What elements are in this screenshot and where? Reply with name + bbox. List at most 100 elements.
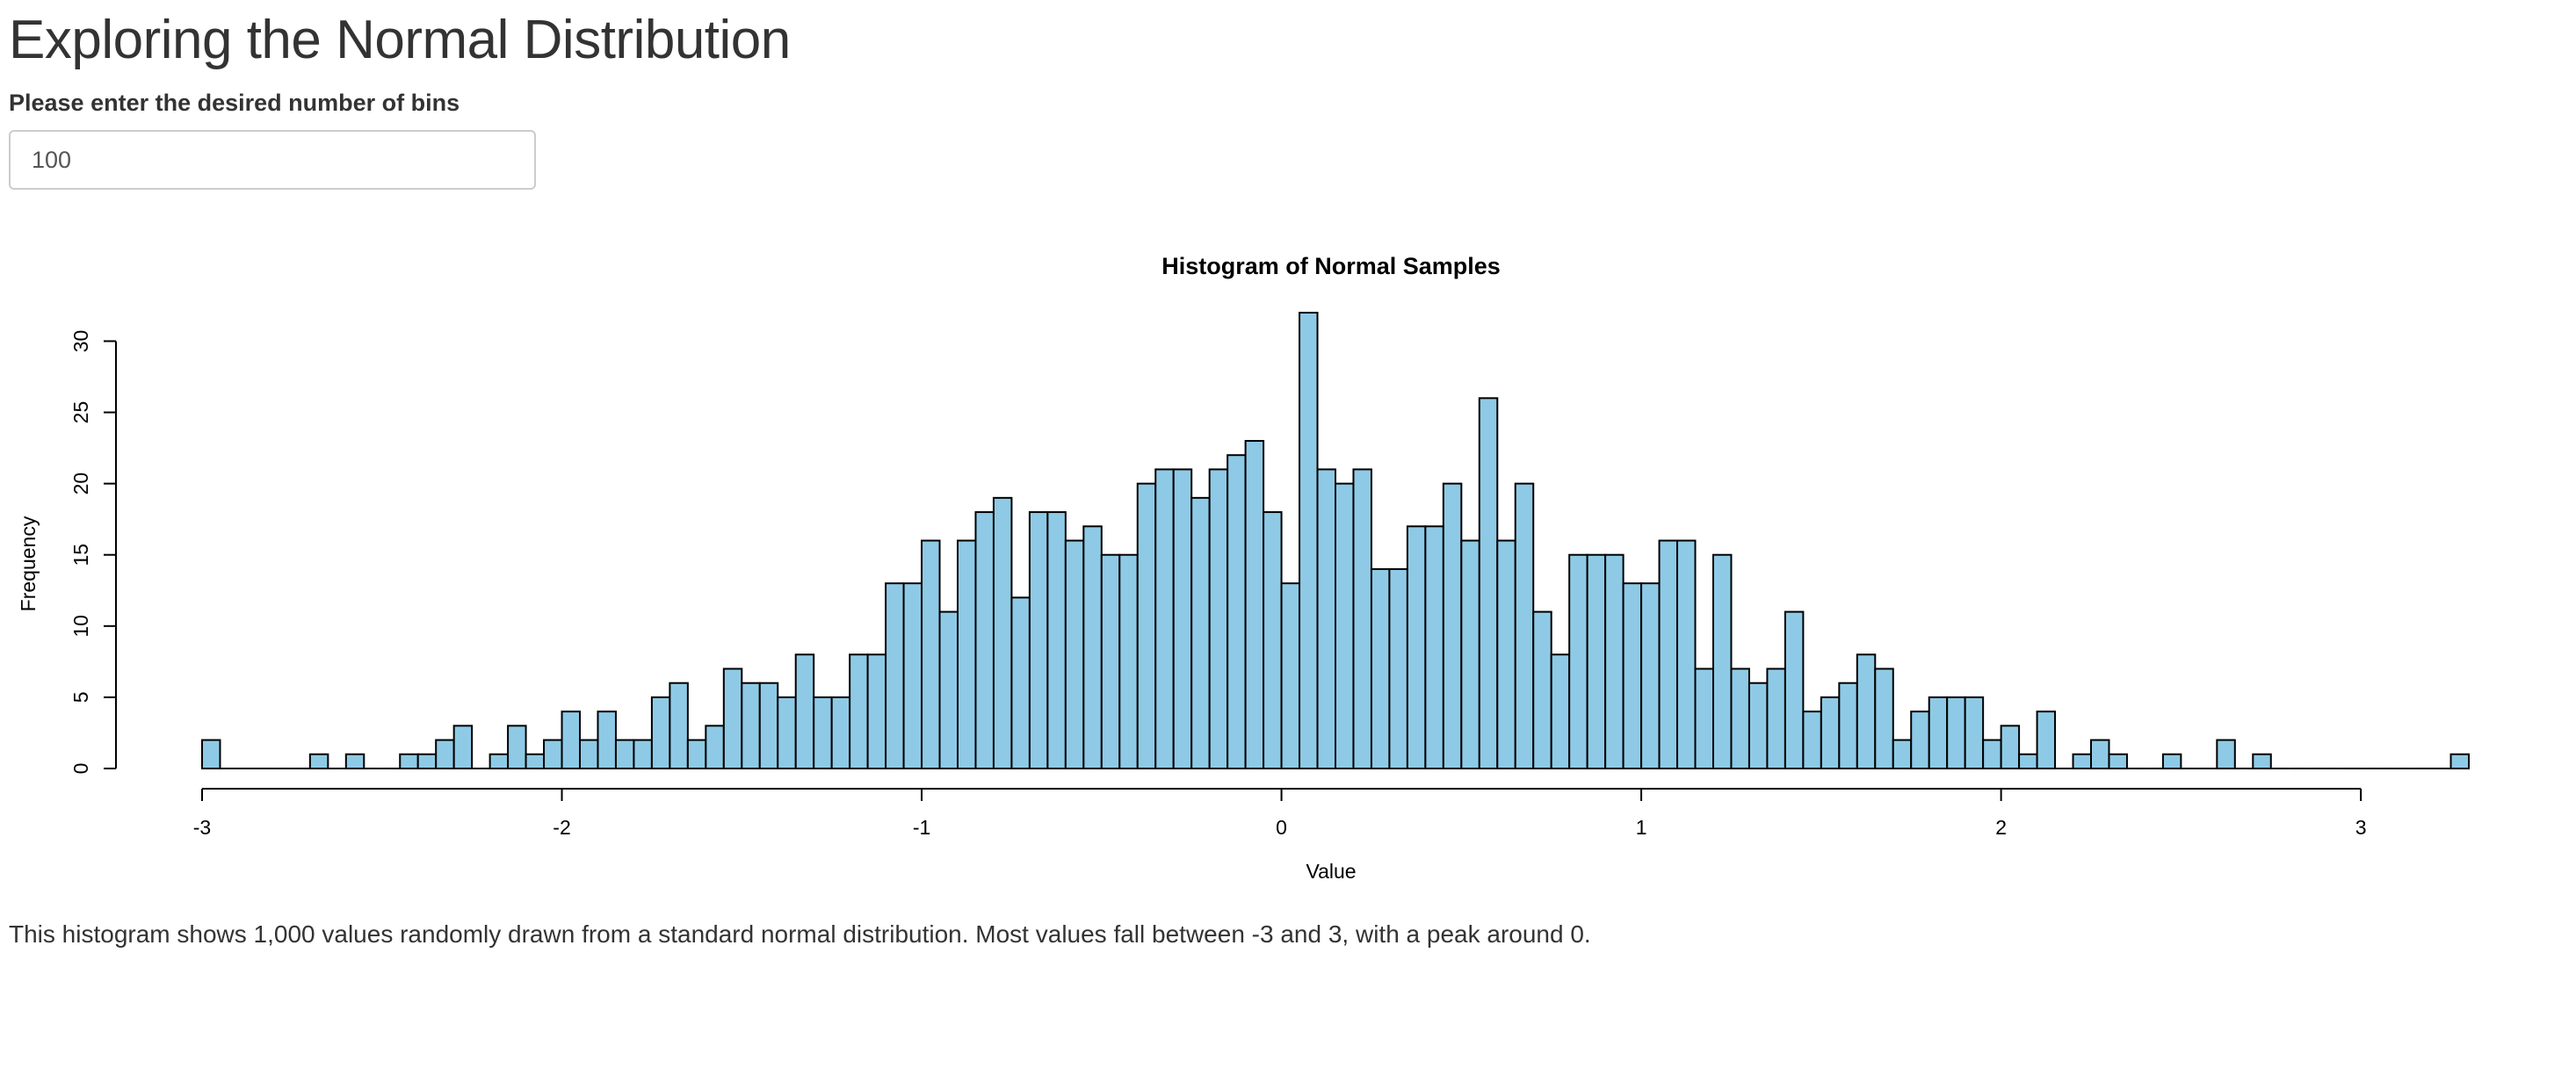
histogram-bar <box>1784 610 1805 769</box>
histogram-bars <box>201 312 2471 769</box>
histogram-bar <box>1370 567 1391 769</box>
histogram-bar <box>597 711 617 769</box>
y-axis-label: Frequency <box>17 516 40 611</box>
histogram-bar <box>452 725 474 769</box>
histogram-bar <box>1226 454 1247 769</box>
histogram-bar <box>1442 482 1463 769</box>
histogram-bar <box>938 610 959 769</box>
histogram-bar <box>525 753 546 769</box>
histogram-bar <box>1838 682 1858 769</box>
histogram-bar <box>1244 439 1265 769</box>
histogram-bar <box>1622 582 1643 769</box>
histogram-bar <box>2090 739 2110 769</box>
histogram-bar <box>1496 539 1516 769</box>
x-tick-label: 0 <box>1276 816 1287 839</box>
histogram-bar <box>1100 553 1121 769</box>
x-tick-label: -3 <box>193 816 211 839</box>
histogram-bar <box>1982 739 2002 769</box>
histogram-bar <box>435 739 455 769</box>
histogram-bar <box>1136 482 1157 769</box>
histogram-bar <box>543 739 563 769</box>
histogram-bar <box>974 511 995 769</box>
histogram-bar <box>1730 668 1750 769</box>
caption: This histogram shows 1,000 values random… <box>9 920 1591 948</box>
histogram-bar <box>866 653 887 769</box>
histogram-bar <box>1154 468 1175 769</box>
histogram-bar <box>830 696 851 769</box>
histogram-bar <box>2018 753 2038 769</box>
histogram-bar <box>2072 753 2093 769</box>
histogram-bar <box>1766 668 1786 769</box>
histogram-bar <box>957 539 977 769</box>
histogram-bar <box>1676 539 1697 769</box>
histogram-bar <box>1208 468 1229 769</box>
histogram-bar <box>885 582 905 769</box>
histogram-bar <box>741 682 761 769</box>
y-tick-label: 0 <box>69 763 92 775</box>
x-tick-label: 1 <box>1636 816 1647 839</box>
histogram-bar <box>1874 668 1894 769</box>
histogram-bar <box>722 668 743 769</box>
y-tick-label: 25 <box>69 401 92 424</box>
histogram-bar <box>399 753 419 769</box>
y-tick-label: 30 <box>69 330 92 353</box>
histogram-bar <box>1010 596 1031 769</box>
histogram-bar <box>1478 397 1499 769</box>
histogram-bar <box>1892 739 1913 769</box>
histogram-bar <box>1352 468 1372 769</box>
x-tick-label: -1 <box>913 816 930 839</box>
histogram-bar <box>902 582 923 769</box>
x-axis-label: Value <box>1306 860 1356 883</box>
histogram-bar <box>2449 753 2471 769</box>
histogram-bar <box>201 739 221 769</box>
chart-title: Histogram of Normal Samples <box>1161 253 1501 279</box>
histogram-bar <box>1335 482 1355 769</box>
histogram-bar <box>1964 696 1985 769</box>
histogram-bar <box>614 739 635 769</box>
histogram-bar <box>1082 525 1103 769</box>
histogram-bar <box>416 753 438 769</box>
histogram-bar <box>2252 753 2272 769</box>
histogram-bar <box>2000 725 2021 769</box>
histogram-bar <box>1586 553 1607 769</box>
histogram-bar <box>1460 539 1480 769</box>
histogram-bar <box>669 682 689 769</box>
page-title: Exploring the Normal Distribution <box>9 10 791 70</box>
histogram-bar <box>561 711 581 769</box>
histogram-bar <box>705 725 725 769</box>
y-tick-label: 5 <box>69 692 92 704</box>
histogram-bar <box>1820 696 1841 769</box>
histogram-bar <box>794 653 815 769</box>
histogram-bar <box>992 496 1013 769</box>
histogram-bar <box>1280 582 1301 769</box>
histogram-bar <box>1064 539 1085 769</box>
histogram-bar <box>2161 753 2182 769</box>
bins-label: Please enter the desired number of bins <box>9 90 460 116</box>
histogram-bar <box>1928 696 1949 769</box>
histogram-bar <box>777 696 797 769</box>
histogram-bar <box>2108 753 2128 769</box>
y-tick-label: 10 <box>69 615 92 638</box>
bins-input[interactable] <box>9 130 536 190</box>
histogram-bar <box>1712 553 1733 769</box>
histogram-bar <box>507 725 527 769</box>
x-axis: -3 -2 -1 0 1 2 3 <box>193 788 2367 839</box>
histogram-bar <box>308 753 329 769</box>
histogram-bar <box>1640 582 1661 769</box>
histogram-bar <box>1910 711 1930 769</box>
histogram-bar <box>1424 525 1444 769</box>
histogram-bar <box>1028 511 1049 769</box>
histogram-bar <box>488 753 510 769</box>
histogram-bar <box>1263 511 1283 769</box>
histogram-bar <box>1946 696 1966 769</box>
histogram-bar <box>344 753 365 769</box>
histogram-bar <box>1550 653 1571 769</box>
y-tick-label: 15 <box>69 544 92 566</box>
histogram-bar <box>1514 482 1535 769</box>
histogram-bar <box>1118 553 1139 769</box>
x-tick-label: 2 <box>1995 816 2007 839</box>
histogram-bar <box>650 696 671 769</box>
histogram-bar <box>1747 682 1769 769</box>
histogram-bar <box>1532 610 1552 769</box>
histogram-bar <box>758 682 779 769</box>
